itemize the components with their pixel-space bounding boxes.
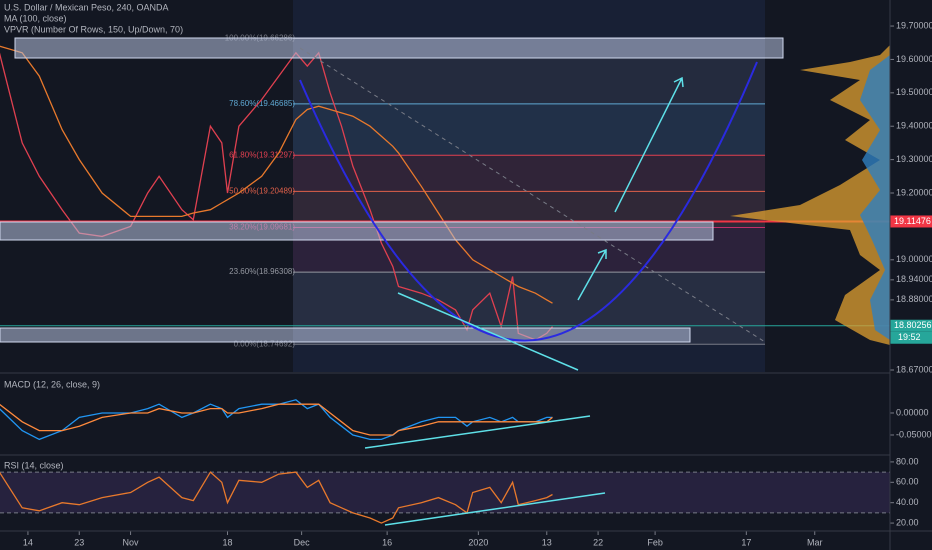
x-tick-label: Feb <box>647 537 663 547</box>
fib-label: 78.60%(19.46685) <box>229 99 295 108</box>
trend-line <box>299 47 766 343</box>
x-tick-label: 18 <box>222 537 232 547</box>
y-tick-label: -0.05000 <box>896 429 932 439</box>
y-tick-label: 0.00000 <box>896 407 929 417</box>
fib-label: 0.00%(18.74692) <box>234 339 296 348</box>
panel-title: RSI (14, close) <box>4 460 64 470</box>
x-tick-label: Mar <box>807 537 823 547</box>
zone <box>14 37 784 59</box>
price-marker-label: 18.80256 <box>894 320 932 330</box>
vpvr <box>730 45 890 345</box>
arrow <box>614 76 684 213</box>
vpvr-down <box>860 55 890 340</box>
series-line <box>0 403 553 436</box>
y-tick-label: 80.00 <box>896 456 919 466</box>
x-tick-label: 17 <box>741 537 751 547</box>
y-tick-label: 18.94000 <box>896 274 932 284</box>
series-line <box>0 45 553 304</box>
price-marker <box>890 215 932 228</box>
fib-fill <box>293 155 765 192</box>
annotation: VPVR (Number Of Rows, 150, Up/Down, 70) <box>4 24 183 34</box>
zone <box>0 327 691 343</box>
legend-entry: MA (100, close) <box>4 13 67 23</box>
series-line <box>0 471 553 524</box>
y-tick-label: 19.70000 <box>896 20 932 30</box>
y-tick-label: 18.88000 <box>896 294 932 304</box>
x-tick-label: 22 <box>593 537 603 547</box>
panel-title: MACD (12, 26, close, 9) <box>4 379 100 389</box>
price-marker <box>890 319 932 332</box>
arrows <box>577 76 684 301</box>
y-tick-label: 19.40000 <box>896 121 932 131</box>
x-tick-label: 2020 <box>468 537 488 547</box>
trend-line <box>384 492 606 526</box>
price-marker-label: 19.11476 <box>894 216 931 226</box>
y-tick-label: 60.00 <box>896 477 919 487</box>
x-tick-label: 23 <box>74 537 84 547</box>
fib-fill <box>293 103 765 156</box>
y-tick-label: 20.00 <box>896 517 919 527</box>
chart-title: U.S. Dollar / Mexican Peso, 240, OANDA <box>4 2 169 12</box>
fib-label: 61.80%(19.31297) <box>229 150 295 159</box>
trend-line <box>397 292 579 371</box>
y-tick-label: 19.50000 <box>896 87 932 97</box>
zone <box>0 221 714 241</box>
fib-label: 50.00%(19.20489) <box>229 186 295 195</box>
x-tick-label: 13 <box>542 537 552 547</box>
trend-line <box>364 415 591 449</box>
y-tick-label: 19.20000 <box>896 187 932 197</box>
y-tick-label: 19.00000 <box>896 254 932 264</box>
y-tick-label: 18.67000 <box>896 364 932 374</box>
x-tick-label: Dec <box>294 537 311 547</box>
y-tick-label: 19.60000 <box>896 54 932 64</box>
x-tick-label: 14 <box>23 537 33 547</box>
countdown: 19:52 <box>898 332 921 342</box>
rsi-band <box>0 472 890 513</box>
countdown-box <box>890 331 932 344</box>
fib-label: 23.60%(18.96308) <box>229 267 295 276</box>
fib-zone <box>293 0 765 372</box>
x-tick-label: 16 <box>382 537 392 547</box>
y-tick-label: 40.00 <box>896 497 919 507</box>
x-tick-label: Nov <box>123 537 140 547</box>
y-tick-label: 19.30000 <box>896 154 932 164</box>
arrow <box>577 248 607 301</box>
parabola <box>299 61 758 342</box>
